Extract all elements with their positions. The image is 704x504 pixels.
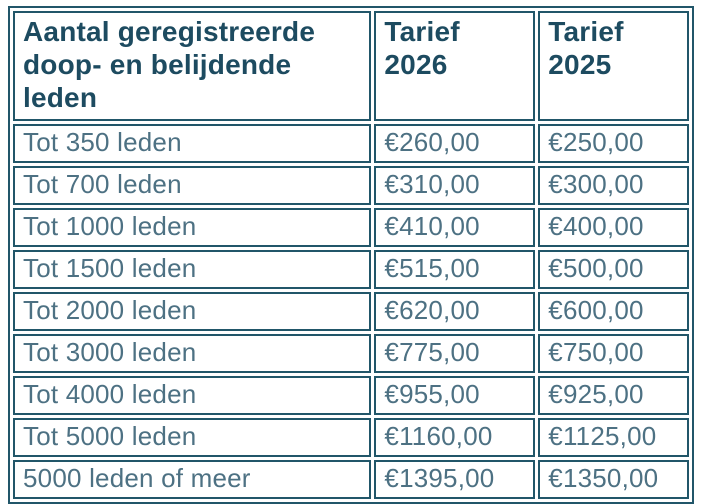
table-header-row: Aantal geregistreerde doop- en belijdend… bbox=[13, 11, 689, 121]
row-label-cell: Tot 700 leden bbox=[13, 166, 372, 205]
tarief-2026-cell: €955,00 bbox=[374, 376, 536, 415]
header-tarief-2025-column: Tarief 2025 bbox=[538, 11, 689, 121]
table-row: Tot 1500 leden €515,00 €500,00 bbox=[13, 250, 689, 289]
table-row: Tot 5000 leden €1160,00 €1125,00 bbox=[13, 418, 689, 457]
table-row: Tot 3000 leden €775,00 €750,00 bbox=[13, 334, 689, 373]
tarief-2025-cell: €600,00 bbox=[538, 292, 689, 331]
tarief-2025-cell: €1350,00 bbox=[538, 460, 689, 499]
table-row: 5000 leden of meer €1395,00 €1350,00 bbox=[13, 460, 689, 499]
row-label-cell: Tot 1000 leden bbox=[13, 208, 372, 247]
tarief-2026-cell: €410,00 bbox=[374, 208, 536, 247]
table-row: Tot 2000 leden €620,00 €600,00 bbox=[13, 292, 689, 331]
tarief-2026-cell: €620,00 bbox=[374, 292, 536, 331]
tarief-2025-cell: €250,00 bbox=[538, 124, 689, 163]
tarief-2025-cell: €400,00 bbox=[538, 208, 689, 247]
membership-tariff-table: Aantal geregistreerde doop- en belijdend… bbox=[8, 6, 694, 504]
tarief-2026-cell: €1395,00 bbox=[374, 460, 536, 499]
tarief-2026-cell: €1160,00 bbox=[374, 418, 536, 457]
table-row: Tot 350 leden €260,00 €250,00 bbox=[13, 124, 689, 163]
tarief-2025-cell: €500,00 bbox=[538, 250, 689, 289]
tarief-2025-cell: €1125,00 bbox=[538, 418, 689, 457]
row-label-cell: Tot 1500 leden bbox=[13, 250, 372, 289]
tarief-2025-cell: €750,00 bbox=[538, 334, 689, 373]
tarief-2026-cell: €515,00 bbox=[374, 250, 536, 289]
tarief-2026-cell: €260,00 bbox=[374, 124, 536, 163]
row-label-cell: Tot 3000 leden bbox=[13, 334, 372, 373]
row-label-cell: Tot 350 leden bbox=[13, 124, 372, 163]
header-members-column: Aantal geregistreerde doop- en belijdend… bbox=[13, 11, 372, 121]
table-row: Tot 4000 leden €955,00 €925,00 bbox=[13, 376, 689, 415]
row-label-cell: Tot 4000 leden bbox=[13, 376, 372, 415]
header-tarief-2026-column: Tarief 2026 bbox=[374, 11, 536, 121]
row-label-cell: Tot 5000 leden bbox=[13, 418, 372, 457]
table-row: Tot 700 leden €310,00 €300,00 bbox=[13, 166, 689, 205]
row-label-cell: 5000 leden of meer bbox=[13, 460, 372, 499]
tarief-2026-cell: €775,00 bbox=[374, 334, 536, 373]
tarief-2025-cell: €300,00 bbox=[538, 166, 689, 205]
table-row: Tot 1000 leden €410,00 €400,00 bbox=[13, 208, 689, 247]
row-label-cell: Tot 2000 leden bbox=[13, 292, 372, 331]
tarief-2026-cell: €310,00 bbox=[374, 166, 536, 205]
tarief-2025-cell: €925,00 bbox=[538, 376, 689, 415]
